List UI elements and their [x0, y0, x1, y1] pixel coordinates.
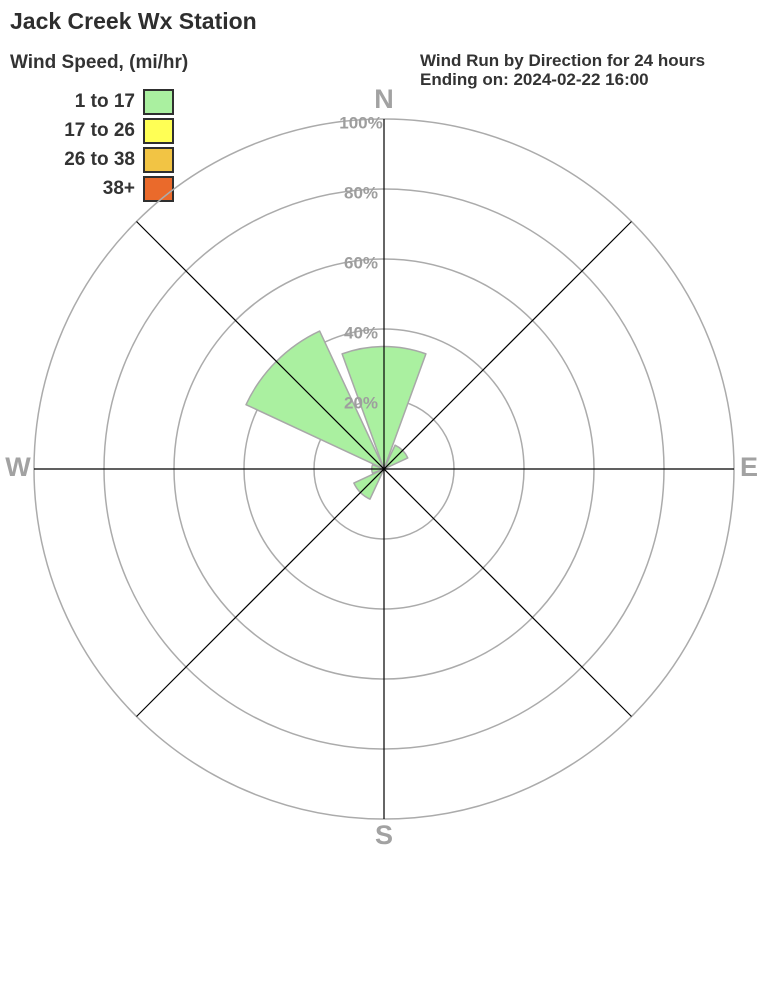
legend-item-label: 17 to 26 [64, 119, 135, 141]
axis-line-135-315 [136, 221, 632, 717]
chart-subtitle-line1: Wind Run by Direction for 24 hours [420, 51, 706, 70]
tick-label-20: 20% [344, 394, 378, 413]
legend-item-label: 38+ [102, 177, 135, 199]
wind-speed-legend: Wind Speed, (mi/hr) 1 to 17 17 to 26 26 to… [10, 52, 188, 203]
legend-item: 38+ [10, 174, 174, 203]
tick-label-80: 80% [344, 184, 378, 203]
tick-label-40: 40% [344, 324, 378, 343]
compass-label-S: S [375, 820, 393, 850]
legend-item-label: 1 to 17 [74, 90, 135, 112]
compass-label-E: E [740, 452, 758, 482]
legend-items: 1 to 17 17 to 26 26 to 38 38+ [10, 87, 188, 203]
compass-label-N: N [374, 84, 394, 114]
tick-label-100: 100% [339, 114, 382, 133]
legend-title: Wind Speed, (mi/hr) [10, 52, 189, 73]
legend-item: 17 to 26 [10, 116, 174, 145]
chart-subtitle-line2: Ending on: 2024-02-22 16:00 [420, 70, 649, 89]
legend-swatch-38+ [143, 175, 174, 202]
legend-swatch-26-to-38 [143, 146, 174, 173]
chart-subtitle: Wind Run by Direction for 24 hours Endin… [420, 51, 705, 89]
legend-item-label: 26 to 38 [64, 148, 135, 170]
legend-item: 1 to 17 [10, 87, 174, 116]
compass-label-W: W [5, 452, 31, 482]
page-title: Jack Creek Wx Station [10, 8, 257, 34]
legend-swatch-17-to-26 [143, 117, 174, 144]
legend-item: 26 to 38 [10, 145, 174, 174]
tick-label-60: 60% [344, 254, 378, 273]
legend-swatch-1-to-17 [143, 88, 174, 115]
